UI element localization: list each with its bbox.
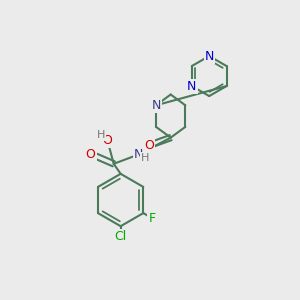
Text: F: F [148, 212, 155, 225]
Text: H: H [141, 153, 149, 163]
Text: O: O [103, 134, 112, 147]
Text: O: O [144, 139, 154, 152]
Text: N: N [151, 99, 161, 112]
Text: Cl: Cl [115, 230, 127, 243]
Text: N: N [187, 80, 196, 92]
Text: N: N [205, 50, 214, 62]
Text: H: H [96, 130, 105, 140]
Text: O: O [86, 148, 95, 161]
Text: N: N [134, 148, 143, 161]
